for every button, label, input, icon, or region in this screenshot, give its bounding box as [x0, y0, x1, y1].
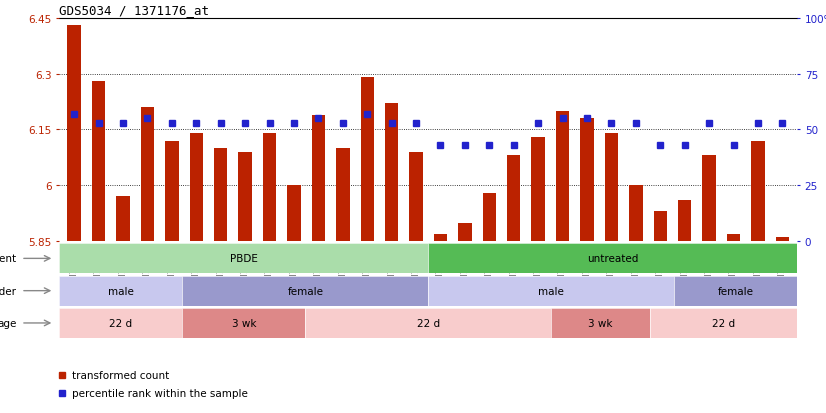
Bar [556, 112, 569, 242]
Bar [605, 134, 618, 242]
Bar [336, 149, 349, 242]
Bar [678, 201, 691, 242]
Text: male: male [108, 286, 134, 296]
Bar [752, 141, 765, 242]
Bar [68, 26, 81, 242]
Bar [434, 234, 447, 242]
Text: female: female [718, 286, 753, 296]
Bar [239, 152, 252, 242]
Text: gender: gender [0, 286, 17, 296]
Bar [360, 78, 374, 242]
Text: 3 wk: 3 wk [231, 318, 256, 328]
Text: 22 d: 22 d [712, 318, 735, 328]
Bar [653, 212, 667, 242]
Text: percentile rank within the sample: percentile rank within the sample [72, 388, 248, 398]
Text: 22 d: 22 d [417, 318, 439, 328]
Bar [92, 82, 105, 242]
Bar [458, 223, 472, 242]
Text: 3 wk: 3 wk [588, 318, 613, 328]
Bar [776, 238, 789, 242]
Text: female: female [287, 286, 323, 296]
Bar [116, 197, 130, 242]
Text: GDS5034 / 1371176_at: GDS5034 / 1371176_at [59, 5, 210, 17]
Bar [385, 104, 398, 242]
Text: 22 d: 22 d [109, 318, 132, 328]
Text: PBDE: PBDE [230, 254, 258, 264]
Bar [263, 134, 276, 242]
Text: agent: agent [0, 254, 17, 264]
Bar [287, 186, 301, 242]
Text: transformed count: transformed count [72, 370, 169, 380]
Bar [727, 234, 740, 242]
Bar [189, 134, 203, 242]
Bar [140, 108, 154, 242]
Bar [214, 149, 227, 242]
Bar [482, 193, 496, 242]
Bar [702, 156, 716, 242]
Bar [165, 141, 178, 242]
Bar [581, 119, 594, 242]
Text: untreated: untreated [587, 254, 638, 264]
Bar [507, 156, 520, 242]
Text: male: male [539, 286, 564, 296]
Bar [410, 152, 423, 242]
Bar [629, 186, 643, 242]
Text: age: age [0, 318, 17, 328]
Bar [531, 138, 545, 242]
Bar [311, 115, 325, 242]
